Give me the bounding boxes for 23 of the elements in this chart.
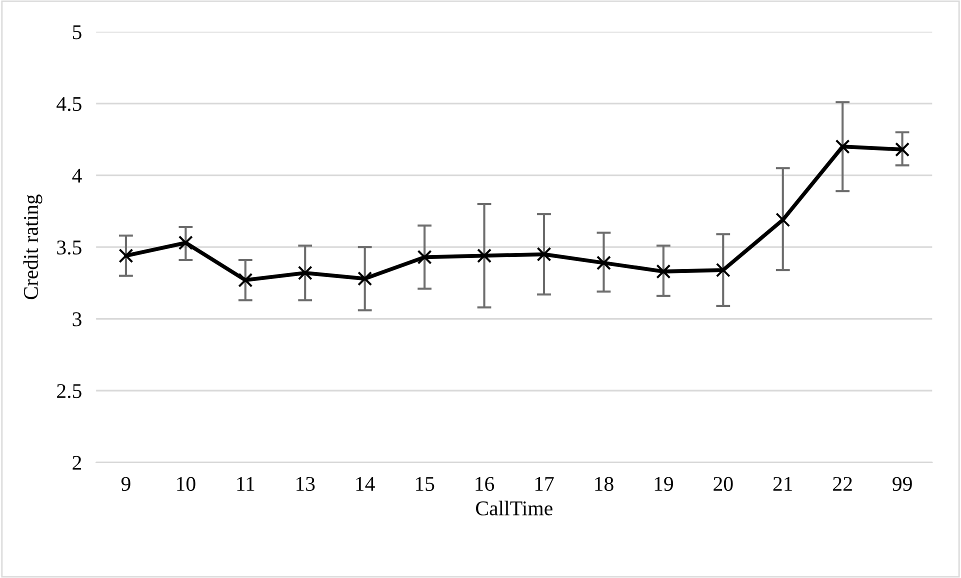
x-tick-label: 18 — [595, 476, 614, 491]
y-tick-label: 3.5 — [57, 240, 82, 255]
x-tick-label: 16 — [476, 476, 494, 491]
x-tick-label: 13 — [296, 476, 315, 491]
x-tick-label: 14 — [356, 476, 375, 491]
x-tick-label: 10 — [177, 476, 196, 491]
y-tick-label: 2 — [72, 456, 82, 470]
x-tick-label: 17 — [535, 476, 554, 491]
y-tick-label: 2.5 — [57, 384, 82, 398]
y-tick-label: 4.5 — [56, 97, 82, 112]
x-tick-label: 21 — [773, 476, 792, 491]
y-tick-label: 4 — [72, 168, 82, 183]
x-tick-label: 9 — [121, 476, 130, 491]
x-tick-label: 99 — [892, 476, 912, 491]
y-axis-title: Credit rating — [23, 194, 42, 300]
y-tick-label: 5 — [73, 25, 82, 40]
x-tick-label: 19 — [654, 476, 673, 491]
y-tick-label: 3 — [72, 312, 82, 326]
x-tick-label: 11 — [237, 476, 254, 491]
x-tick-label: 20 — [714, 476, 733, 491]
x-tick-label: 22 — [833, 476, 852, 491]
x-axis-title: CallTime — [476, 500, 552, 516]
x-tick-label: 15 — [416, 476, 434, 491]
